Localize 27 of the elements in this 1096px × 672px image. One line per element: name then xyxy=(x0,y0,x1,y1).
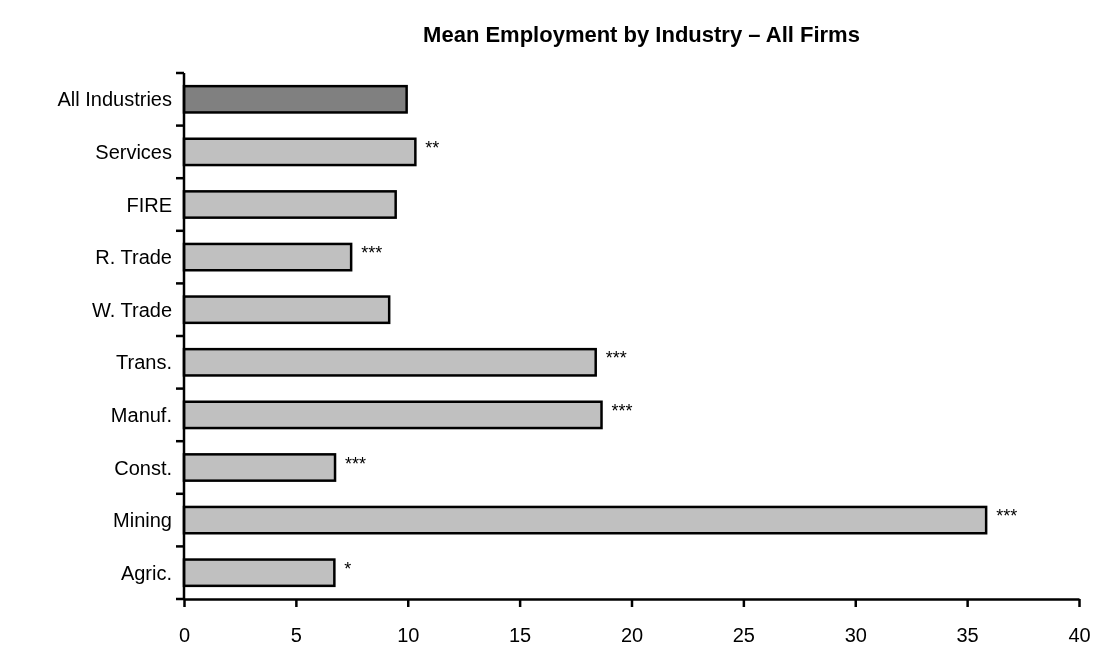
x-tick-label: 30 xyxy=(844,624,867,646)
x-tick-label: 0 xyxy=(178,624,191,646)
y-tick-label: All Industries xyxy=(57,88,172,111)
y-tick-label: Services xyxy=(95,140,172,163)
x-tick-label: 10 xyxy=(397,624,420,646)
x-tick-label: 40 xyxy=(1068,624,1091,646)
data-label: * xyxy=(344,558,352,579)
data-label: *** xyxy=(996,506,1018,527)
y-tick-label: Const. xyxy=(114,456,172,479)
data-label: *** xyxy=(605,348,627,369)
data-label: *** xyxy=(611,400,633,421)
x-tick-label: 25 xyxy=(732,624,755,646)
x-tick-label: 20 xyxy=(620,624,644,646)
y-tick-label: Mining xyxy=(113,509,172,532)
chart-title: Mean Employment by Industry – All Firms xyxy=(423,22,860,47)
y-tick-label: Agric. xyxy=(120,561,172,584)
y-tick-label: R. Trade xyxy=(95,246,172,269)
y-tick-label: Manuf. xyxy=(110,403,172,426)
y-tick-label: W. Trade xyxy=(91,298,172,321)
x-tick-label: 35 xyxy=(956,624,979,646)
data-label: ** xyxy=(425,137,440,158)
data-label: *** xyxy=(361,243,383,264)
x-tick-label: 5 xyxy=(290,624,302,646)
data-label: *** xyxy=(345,453,367,474)
y-tick-label: FIRE xyxy=(126,193,172,216)
x-tick-label: 15 xyxy=(509,624,532,646)
y-tick-label: Trans. xyxy=(116,351,172,374)
